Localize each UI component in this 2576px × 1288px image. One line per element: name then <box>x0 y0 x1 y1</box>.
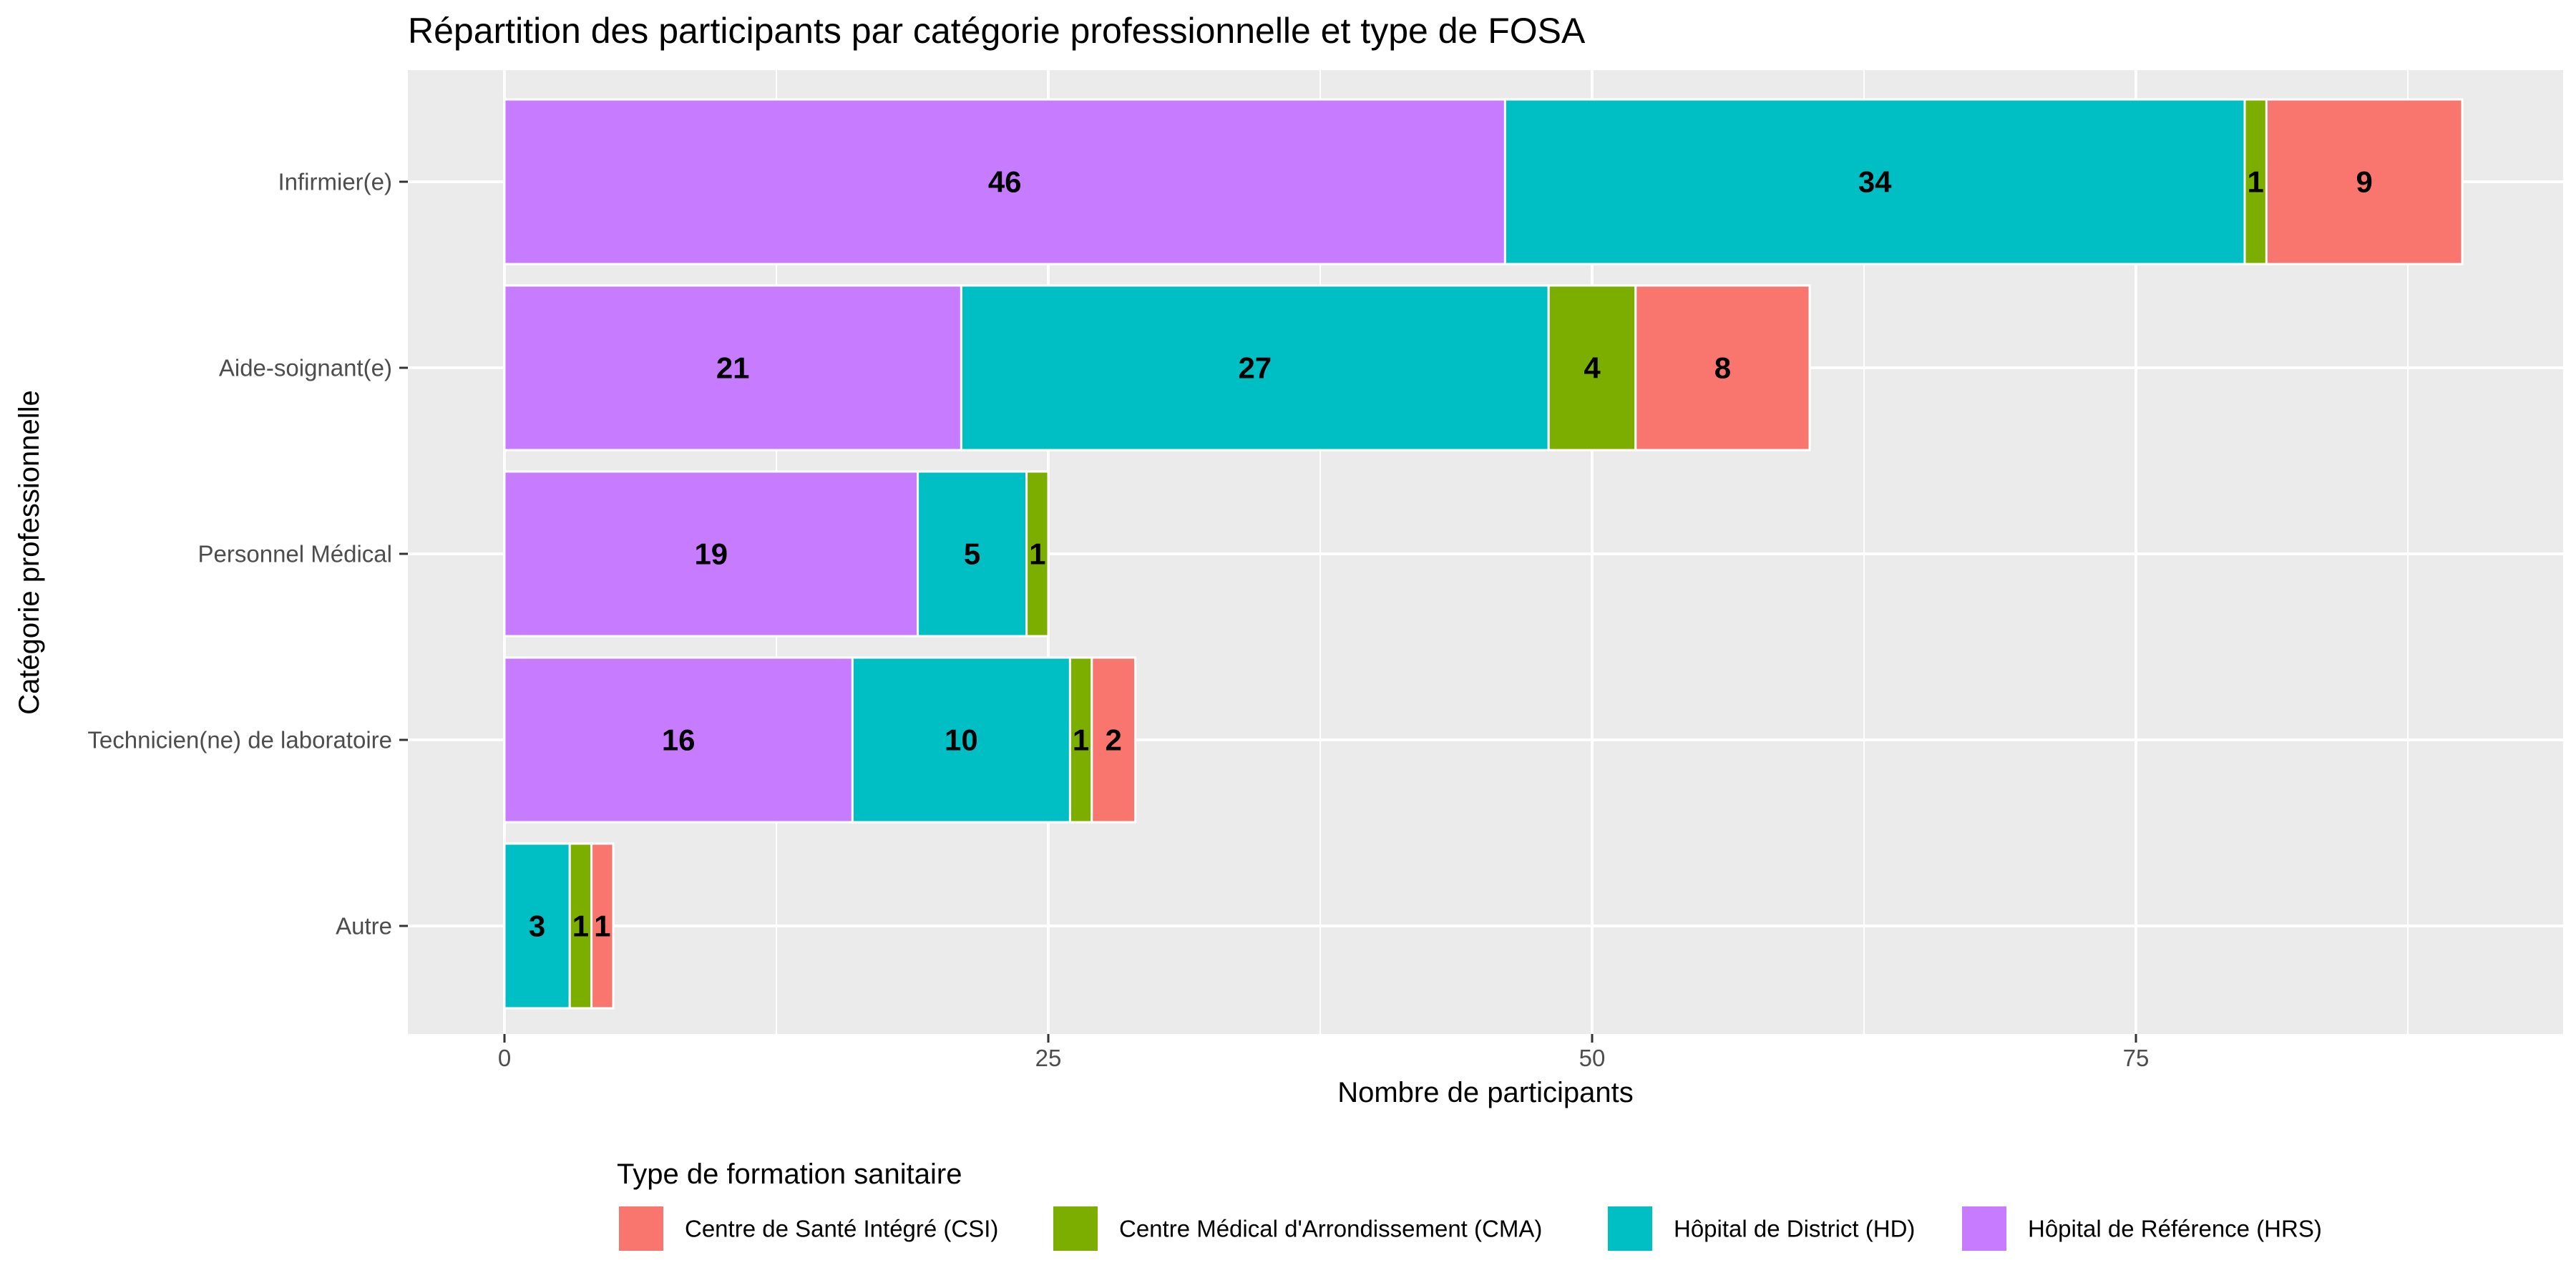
bar-value-label: 1 <box>1029 537 1045 571</box>
legend-label: Hôpital de Référence (HRS) <box>2028 1216 2322 1242</box>
y-tick-label: Personnel Médical <box>198 541 392 567</box>
bar-infirmier-e-hopital-de-district-hd <box>1503 98 2246 265</box>
x-axis: 0 25 50 75 <box>498 1034 2150 1071</box>
legend-key-hopital-de-reference-hrs <box>1962 1206 2006 1251</box>
bar-technicien-ne-de-laboratoire-centre-de-sante-integre-csi <box>1091 656 1137 824</box>
bar-infirmier-e-centre-de-sante-integre-csi <box>2265 98 2464 265</box>
x-axis-title: Nombre de participants <box>1337 1077 1634 1108</box>
bar-value-label: 8 <box>1714 351 1731 385</box>
bar-infirmier-e-centre-medical-d-arrondissement-cma <box>2243 98 2268 265</box>
x-tick-label: 0 <box>498 1045 511 1071</box>
bar-value-label: 1 <box>2248 165 2264 199</box>
bar-autre-centre-de-sante-integre-csi <box>590 842 615 1010</box>
bar-personnel-medical-hopital-de-reference-hrs <box>503 470 919 638</box>
x-tick-label: 25 <box>1035 1045 1062 1071</box>
y-tick-label: Technicien(ne) de laboratoire <box>87 727 392 753</box>
bar-aide-soignant-e-centre-de-sante-integre-csi <box>1634 284 1811 452</box>
y-tick-label: Autre <box>336 913 392 940</box>
bar-value-label: 9 <box>2356 165 2373 199</box>
bar-technicien-ne-de-laboratoire-hopital-de-reference-hrs <box>503 656 854 824</box>
bar-aide-soignant-e-hopital-de-reference-hrs <box>503 284 962 452</box>
bar-value-label: 21 <box>716 351 750 385</box>
bar-value-label: 3 <box>529 909 545 943</box>
bar-value-label: 19 <box>694 537 728 571</box>
chart-title: Répartition des participants par catégor… <box>408 11 1586 51</box>
legend-label: Centre Médical d'Arrondissement (CMA) <box>1119 1216 1542 1242</box>
bar-value-label: 10 <box>945 723 978 757</box>
bars <box>503 98 2464 1010</box>
legend-key-hopital-de-district-hd <box>1608 1206 1652 1251</box>
bar-personnel-medical-hopital-de-district-hd <box>917 470 1028 638</box>
y-tick-label: Infirmier(e) <box>278 169 392 195</box>
legend-title: Type de formation sanitaire <box>617 1158 962 1190</box>
x-tick-label: 75 <box>2123 1045 2150 1071</box>
bar-autre-hopital-de-district-hd <box>503 842 571 1010</box>
legend-label: Hôpital de District (HD) <box>1674 1216 1915 1242</box>
bar-value-label: 1 <box>594 909 610 943</box>
bar-value-label: 4 <box>1584 351 1601 385</box>
bar-value-label: 16 <box>662 723 696 757</box>
legend-key-centre-de-sante-integre-csi <box>619 1206 663 1251</box>
legend: Type de formation sanitaire Centre de Sa… <box>617 1158 2322 1251</box>
bar-value-label: 2 <box>1106 723 1122 757</box>
y-axis: Infirmier(e) Aide-soignant(e) Personnel Mé… <box>87 169 408 940</box>
legend-key-centre-medical-d-arrondissement-cma <box>1053 1206 1098 1251</box>
bar-personnel-medical-centre-medical-d-arrondissement-cma <box>1025 470 1050 638</box>
bar-value-label: 46 <box>988 165 1022 199</box>
x-tick-label: 50 <box>1579 1045 1606 1071</box>
bar-technicien-ne-de-laboratoire-hopital-de-district-hd <box>851 656 1071 824</box>
y-tick-label: Aide-soignant(e) <box>219 355 392 381</box>
bar-aide-soignant-e-hopital-de-district-hd <box>960 284 1550 452</box>
bar-value-label: 34 <box>1858 165 1892 199</box>
bar-value-label: 5 <box>964 537 980 571</box>
bar-value-label: 1 <box>1073 723 1089 757</box>
legend-label: Centre de Santé Intégré (CSI) <box>685 1216 998 1242</box>
bar-value-label: 1 <box>572 909 589 943</box>
bar-technicien-ne-de-laboratoire-centre-medical-d-arrondissement-cma <box>1068 656 1093 824</box>
bar-value-label: 27 <box>1238 351 1272 385</box>
bar-aide-soignant-e-centre-medical-d-arrondissement-cma <box>1547 284 1637 452</box>
y-axis-title: Catégorie professionnelle <box>14 390 45 715</box>
bar-infirmier-e-hopital-de-reference-hrs <box>503 98 1506 265</box>
bar-labels: 46 34 1 921 27 4 819 5 116 10 1 23 1 1 <box>529 165 2373 943</box>
